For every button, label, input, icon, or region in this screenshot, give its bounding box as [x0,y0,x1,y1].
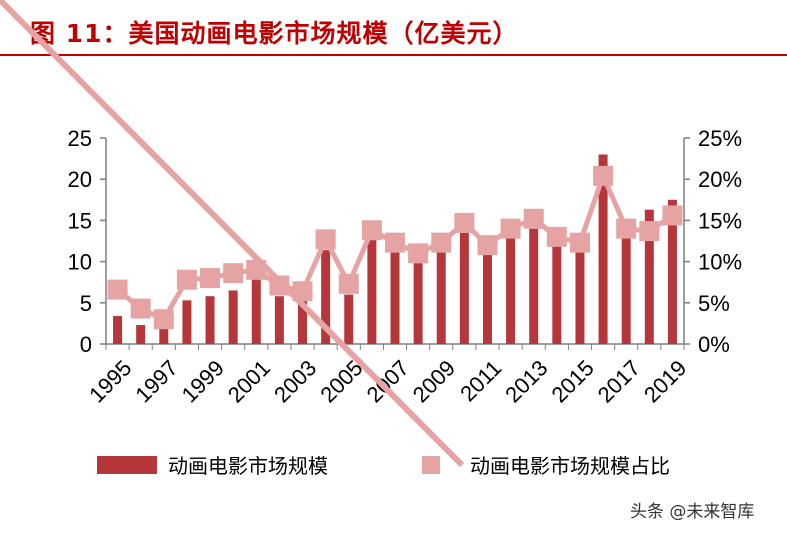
bar-2014 [552,243,562,344]
legend-bar-swatch [97,456,157,474]
bar-2007 [390,247,400,344]
right-tick-label: 10% [698,250,742,275]
x-tick-label: 2009 [408,355,460,407]
share-marker-1997 [153,309,174,330]
x-tick-label: 1995 [84,355,136,407]
legend-line-swatch [0,0,465,468]
title-rule [0,54,787,56]
bar-2011 [482,251,492,344]
x-tick-label: 1997 [130,355,182,407]
x-tick-label: 2017 [593,355,645,407]
x-tick-label: 2013 [500,355,552,407]
share-marker-2017 [616,218,637,239]
x-axis-labels: 1995199719992001200320052007200920112013… [84,355,691,407]
legend: 动画电影市场规模 动画电影市场规模占比 [0,0,670,478]
x-tick-label: 1999 [177,355,229,407]
share-marker-2016 [593,165,614,186]
share-marker-2000 [223,263,244,284]
bar-2010 [459,232,469,344]
x-tick-label: 2007 [362,355,414,407]
right-tick-label: 5% [698,291,730,316]
legend-bar-label: 动画电影市场规模 [168,454,328,478]
bar-2005 [344,294,354,344]
left-tick-label: 5 [80,291,92,316]
x-tick-label: 2015 [547,355,599,407]
bar-2012 [506,236,516,344]
bar-2004 [321,250,331,344]
right-tick-label: 20% [698,167,742,192]
left-tick-label: 25 [68,126,92,151]
x-tick-label: 2019 [639,355,691,407]
bar-series [113,154,677,344]
legend-line-label: 动画电影市场规模占比 [470,454,670,478]
share-marker-1999 [200,268,221,289]
bar-2001 [251,278,261,344]
x-tick-label: 2003 [269,355,321,407]
share-marker-2018 [639,221,660,242]
share-marker-2005 [338,273,359,294]
left-tick-label: 10 [68,250,92,275]
bar-2002 [274,296,284,344]
share-marker-2007 [385,232,405,253]
left-tick-label: 0 [80,332,92,357]
legend-line-marker [422,456,440,474]
bar-2015 [575,245,585,344]
bar-2000 [228,290,238,344]
bar-2017 [621,227,631,344]
right-tick-label: 25% [698,126,742,151]
bar-2008 [413,261,423,344]
bar-2018 [644,209,654,344]
share-marker-2006 [361,220,382,241]
left-tick-label: 20 [68,167,92,192]
share-marker-1995 [107,279,128,300]
share-marker-2011 [477,235,498,256]
bar-1996 [136,325,146,344]
share-marker-2004 [315,229,336,250]
share-marker-2014 [546,226,567,247]
right-tick-label: 0% [698,332,730,357]
bar-1998 [182,300,192,344]
bar-1997 [159,328,169,344]
bar-2013 [529,228,539,344]
bar-2016 [598,154,608,344]
right-tick-label: 15% [698,208,742,233]
bar-1999 [205,296,215,344]
watermark: 头条 @未来智库 [630,502,755,522]
axes: 0 5 10 15 20 25 0% 5% 10% 15% 20% 25% [68,126,743,357]
bar-2006 [367,236,377,344]
share-marker-2008 [408,243,429,264]
x-tick-label: 2011 [455,355,506,406]
share-marker-2013 [523,208,544,229]
line-series [107,165,683,330]
bar-2009 [436,251,446,344]
bar-1995 [113,315,123,344]
share-marker-1996 [130,298,151,319]
bar-2019 [667,199,677,344]
share-marker-2010 [454,212,475,233]
share-marker-2019 [662,205,683,226]
share-marker-2012 [500,218,521,239]
share-marker-2015 [569,232,590,253]
bar-2003 [298,294,308,344]
page-title: 图 11：美国动画电影市场规模（亿美元） [30,19,519,48]
share-marker-1998 [176,269,197,290]
share-marker-2009 [431,232,452,253]
x-tick-label: 2001 [223,355,275,407]
left-tick-label: 15 [68,208,92,233]
